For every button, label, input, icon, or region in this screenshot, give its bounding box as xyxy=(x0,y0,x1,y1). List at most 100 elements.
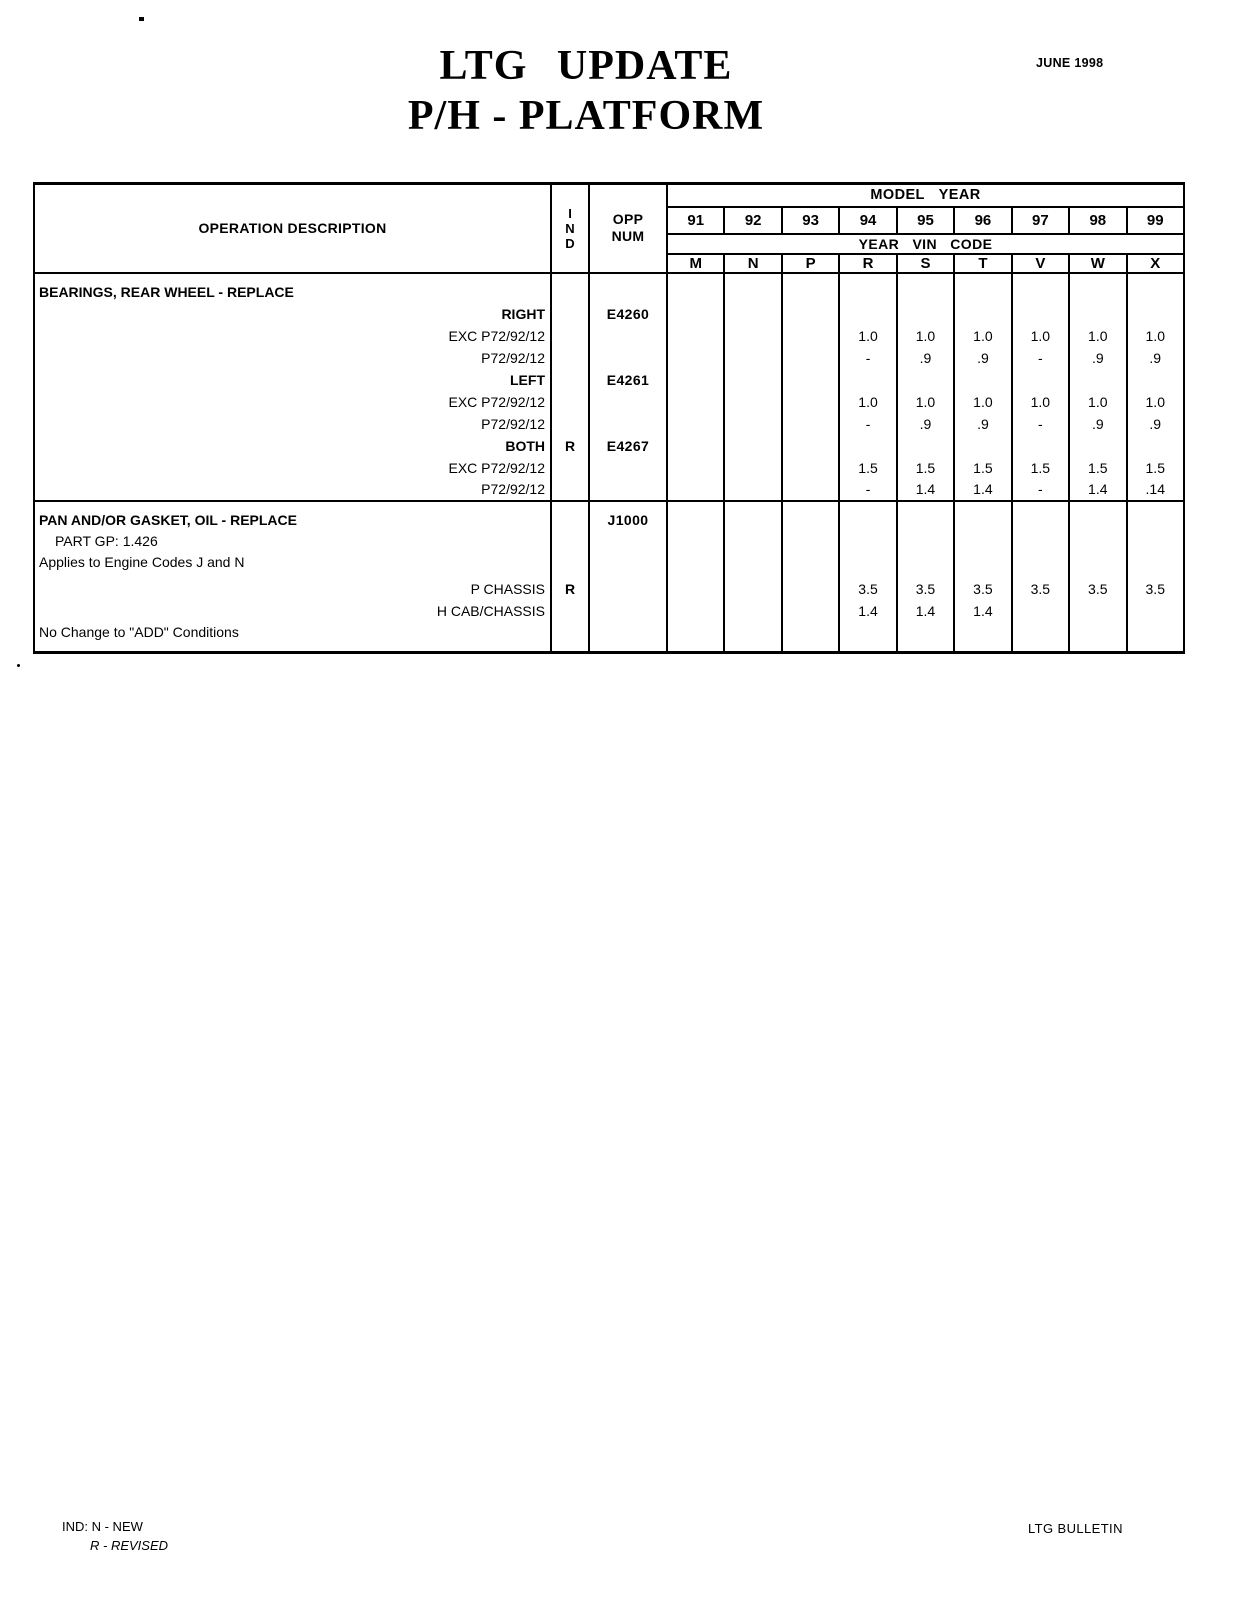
value-cell: - xyxy=(1011,478,1071,501)
value-cell xyxy=(896,530,956,552)
value-cell xyxy=(724,324,783,347)
table-row: PART GP: 1.426 xyxy=(34,530,1185,552)
opp-num-cell: E4260 xyxy=(589,302,668,325)
table-row: P72/92/12 -1.4 1.4-1.4.14 xyxy=(34,478,1185,501)
op-desc-cell: Applies to Engine Codes J and N xyxy=(34,551,552,573)
value-cell: 3.5 xyxy=(1011,572,1071,600)
value-cell xyxy=(781,324,841,347)
value-cell xyxy=(667,390,726,413)
value-cell xyxy=(781,621,841,653)
value-cell: 3.5 xyxy=(1069,572,1128,600)
value-cell: 1.0 xyxy=(1126,324,1185,347)
vin-letter-header: W xyxy=(1069,253,1128,274)
value-cell xyxy=(1069,302,1128,325)
value-cell: 1.5 xyxy=(896,456,956,479)
value-cell xyxy=(781,599,841,622)
ind-cell xyxy=(551,324,590,347)
op-desc-cell: No Change to "ADD" Conditions xyxy=(34,621,552,653)
table-row: Applies to Engine Codes J and N xyxy=(34,551,1185,573)
value-cell xyxy=(954,551,1013,573)
year-header: 98 xyxy=(1069,206,1128,235)
table-row: RIGHT E4260 xyxy=(34,302,1185,325)
date-label: JUNE 1998 xyxy=(1036,56,1104,70)
value-cell: - xyxy=(1011,412,1071,435)
ind-cell xyxy=(551,302,590,325)
value-cell xyxy=(1069,434,1128,457)
value-cell xyxy=(896,434,956,457)
footer-legend: IND: N - NEW R - REVISED xyxy=(62,1519,168,1553)
value-cell xyxy=(667,324,726,347)
bulletin-label: LTG BULLETIN xyxy=(1028,1521,1123,1536)
value-cell xyxy=(724,551,783,573)
value-cell: - xyxy=(1011,346,1071,369)
year-header: 93 xyxy=(781,206,841,235)
value-cell xyxy=(667,368,726,391)
value-cell: 3.5 xyxy=(1126,572,1185,600)
value-cell xyxy=(724,478,783,501)
opp-num-cell xyxy=(589,478,668,501)
table-row: EXC P72/92/12 1.0 1.0 1.0 1.0 1.0 1.0 xyxy=(34,390,1185,413)
value-cell: .9 xyxy=(896,346,956,369)
value-cell: 1.0 xyxy=(1069,324,1128,347)
op-desc-cell: H CAB/CHASSIS xyxy=(34,599,552,622)
value-cell xyxy=(954,621,1013,653)
op-desc-cell: RIGHT xyxy=(34,302,552,325)
opp-header-line: NUM xyxy=(611,228,645,245)
value-cell xyxy=(781,478,841,501)
table-row: BEARINGS, REAR WHEEL - REPLACE xyxy=(34,272,1185,303)
value-cell xyxy=(954,500,1013,531)
value-cell xyxy=(781,390,841,413)
ind-cell xyxy=(551,272,590,303)
value-cell: 1.0 xyxy=(954,324,1013,347)
opp-num-header: OPP NUM xyxy=(589,183,668,274)
value-cell: 1.5 xyxy=(954,456,1013,479)
ind-cell xyxy=(551,456,590,479)
value-cell xyxy=(667,551,726,573)
value-cell xyxy=(1011,500,1071,531)
value-cell: 1.4 xyxy=(954,478,1013,501)
table-row: P CHASSIS R 3.5 3.5 3.5 3.5 3.5 3.5 xyxy=(34,572,1185,600)
value-cell: .9 xyxy=(1126,346,1185,369)
value-cell xyxy=(896,272,956,303)
value-cell xyxy=(839,272,898,303)
op-desc-cell: PART GP: 1.426 xyxy=(34,530,552,552)
ind-cell: R xyxy=(551,572,590,600)
value-cell: 1.0 xyxy=(839,324,898,347)
ind-cell xyxy=(551,530,590,552)
value-cell xyxy=(954,434,1013,457)
value-cell xyxy=(954,302,1013,325)
value-cell xyxy=(667,302,726,325)
value-cell: 1.0 xyxy=(1126,390,1185,413)
value-cell xyxy=(1069,599,1128,622)
value-cell xyxy=(781,572,841,600)
op-desc-cell: P CHASSIS xyxy=(34,572,552,600)
value-cell xyxy=(839,434,898,457)
value-cell: 1.5 xyxy=(1069,456,1128,479)
value-cell xyxy=(724,434,783,457)
value-cell xyxy=(1011,434,1071,457)
value-cell xyxy=(1126,621,1185,653)
ind-cell xyxy=(551,599,590,622)
value-cell xyxy=(724,599,783,622)
value-cell xyxy=(1069,368,1128,391)
table-row: EXC P72/92/12 1.5 1.5 1.5 1.5 1.5 1.5 xyxy=(34,456,1185,479)
value-cell: 1.4 xyxy=(954,599,1013,622)
value-cell xyxy=(1126,434,1185,457)
opp-num-cell xyxy=(589,272,668,303)
value-cell xyxy=(724,368,783,391)
value-cell xyxy=(667,346,726,369)
value-cell xyxy=(724,500,783,531)
title-line-2: P/H - PLATFORM xyxy=(407,93,765,139)
value-cell: 1.0 xyxy=(1011,324,1071,347)
value-cell xyxy=(839,551,898,573)
value-cell xyxy=(1011,551,1071,573)
opp-num-cell: E4267 xyxy=(589,434,668,457)
ind-header-line: N xyxy=(565,220,575,236)
value-cell: - xyxy=(839,478,898,501)
value-cell xyxy=(1011,599,1071,622)
opp-num-cell xyxy=(589,551,668,573)
opp-num-cell xyxy=(589,599,668,622)
vin-letter-header: P xyxy=(781,253,841,274)
value-cell xyxy=(724,272,783,303)
table-row: EXC P72/92/12 1.0 1.0 1.0 1.0 1.0 1.0 xyxy=(34,324,1185,347)
